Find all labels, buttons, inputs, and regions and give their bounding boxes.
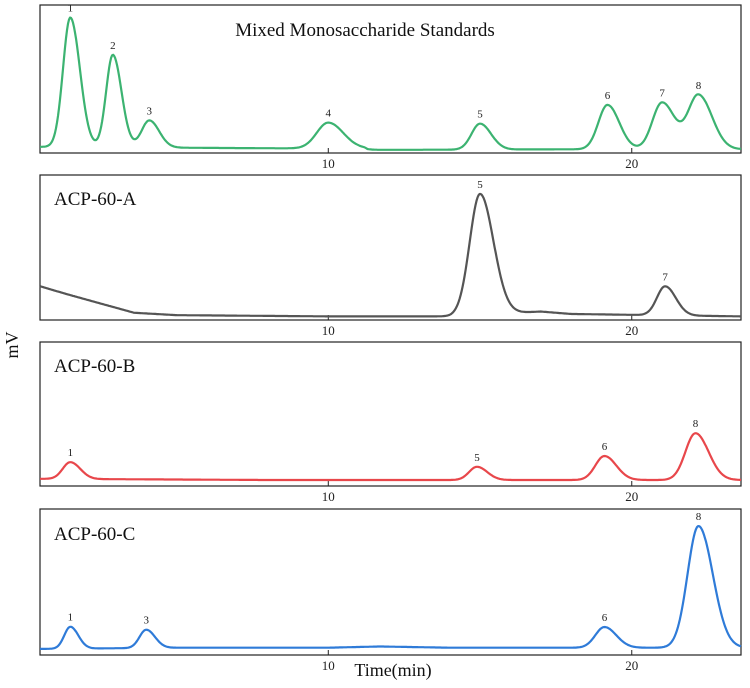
peak-label: 8 xyxy=(696,80,702,92)
panel-frame xyxy=(39,341,742,487)
peak-label: 8 xyxy=(696,511,702,523)
series-line xyxy=(39,192,742,318)
x-tick-label: 10 xyxy=(322,658,335,673)
peak-label: 7 xyxy=(659,87,665,99)
series-line xyxy=(39,432,742,482)
panel-frame xyxy=(39,174,742,321)
panels: 10 20 1 2 3 4 5 6 7 8 Mixed Monosaccharide Standar… xyxy=(39,3,742,673)
x-tick-label: 20 xyxy=(625,658,638,673)
chart-panel: 10 20 1 5 6 8 ACP-60-B xyxy=(39,341,742,504)
peak-label: 3 xyxy=(146,105,152,117)
x-tick-label: 10 xyxy=(322,489,335,504)
peak-label: 6 xyxy=(602,441,608,453)
panel-title: ACP-60-B xyxy=(54,356,135,377)
x-tick-label: 10 xyxy=(322,323,335,338)
chart-panel: 10 20 1 2 3 4 5 6 7 8 Mixed Monosaccharide Standar… xyxy=(39,3,742,171)
peak-label: 5 xyxy=(477,179,483,191)
peak-label: 1 xyxy=(68,3,74,15)
peak-label: 6 xyxy=(602,612,608,624)
peak-label: 1 xyxy=(68,612,74,624)
panel-frame xyxy=(39,4,742,154)
peak-label: 5 xyxy=(474,452,480,464)
peak-label: 5 xyxy=(477,109,483,121)
series-line xyxy=(39,16,742,151)
series-line xyxy=(39,525,742,650)
panel-title: Mixed Monosaccharide Standards xyxy=(235,20,495,41)
x-axis-label: Time(min) xyxy=(354,660,431,681)
panel-title: ACP-60-A xyxy=(54,189,137,210)
x-tick-label: 10 xyxy=(322,156,335,171)
y-axis-label: mV xyxy=(2,331,22,358)
x-tick-label: 20 xyxy=(625,489,638,504)
peak-label: 2 xyxy=(110,40,116,52)
chart-panel: 10 20 5 7 ACP-60-A xyxy=(39,174,742,338)
peak-label: 7 xyxy=(662,271,668,283)
panel-title: ACP-60-C xyxy=(54,524,135,545)
x-tick-label: 20 xyxy=(625,156,638,171)
peak-label: 4 xyxy=(326,108,332,120)
peak-label: 1 xyxy=(68,447,74,459)
x-tick-label: 20 xyxy=(625,323,638,338)
peak-label: 3 xyxy=(143,615,149,627)
panel-frame xyxy=(39,508,742,656)
peak-label: 8 xyxy=(693,418,699,430)
peak-label: 6 xyxy=(605,90,611,102)
